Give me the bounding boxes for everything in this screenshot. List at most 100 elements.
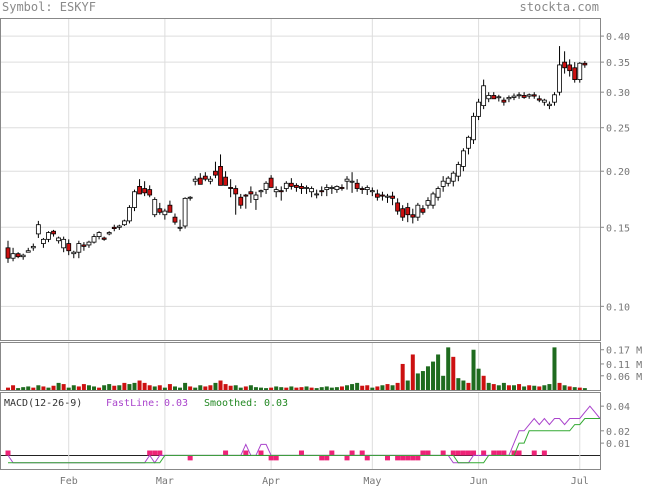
volume-bar (360, 385, 365, 390)
macd-histogram-bar (516, 450, 522, 456)
volume-bar (193, 387, 198, 390)
candle-body (223, 176, 228, 186)
candle-body (46, 232, 51, 240)
macd-histogram-bar (415, 455, 421, 461)
candle-body (147, 189, 153, 196)
volume-bar (213, 382, 218, 390)
volume-bar (294, 387, 299, 390)
macd-smooth-label: Smoothed: (204, 398, 258, 409)
candle-body (309, 188, 315, 193)
candle-body (445, 177, 451, 184)
candle-body (91, 236, 97, 243)
candle-body (121, 220, 127, 226)
candle-body (380, 194, 385, 197)
macd-histogram-bar (425, 450, 431, 456)
volume-bar (41, 386, 46, 390)
volume-bar (375, 386, 380, 390)
candle-body (278, 190, 284, 193)
candle-body (197, 177, 203, 185)
candle-body (294, 184, 299, 188)
candle-body (15, 253, 21, 258)
volume-bar (522, 386, 527, 390)
y-tick-labels: 0.40 0.35 0.30 0.25 0.20 0.15 0.10 0.17 M 0.11 M… (606, 32, 642, 450)
month-label: May (363, 476, 381, 486)
candle-body (71, 251, 77, 255)
volume-panel-frame (0, 342, 601, 391)
candle-body (430, 193, 436, 206)
volume-bar (314, 388, 319, 390)
grid-lines (1, 19, 604, 469)
volume-bar (56, 382, 61, 390)
candle-body (481, 85, 487, 107)
candle-body (61, 238, 67, 249)
volume-bar (97, 387, 102, 390)
candle-body (182, 197, 188, 227)
volume-bar (582, 388, 587, 390)
candle-body (172, 216, 178, 223)
candle-body (567, 64, 573, 72)
candle-body (425, 200, 431, 206)
candle-body (20, 254, 26, 258)
macd-histogram-bar (298, 450, 304, 456)
candle-body (263, 182, 269, 190)
volume-bar (142, 382, 147, 390)
volume-bar (112, 385, 117, 390)
candle-body (541, 99, 547, 103)
candle-body (536, 98, 542, 101)
candle-body (339, 187, 345, 189)
volume-bar (289, 386, 294, 390)
volume-bar (486, 382, 491, 390)
candle-body (142, 188, 148, 194)
volume-bar (253, 387, 258, 390)
volume-bar (6, 387, 10, 390)
candle-body (10, 253, 16, 259)
macd-histogram-bar (511, 450, 517, 456)
macd-histogram-bar (268, 455, 274, 461)
candle-body (334, 186, 340, 190)
volume-bar (61, 384, 66, 390)
macd-histogram-bar (223, 450, 229, 456)
macd-histogram-bar (410, 455, 416, 461)
macd-histogram-bar (157, 450, 163, 456)
candle-body (218, 165, 223, 186)
macd-histogram-bar (5, 450, 11, 456)
volume-bar (537, 386, 542, 390)
candle-body (283, 182, 289, 189)
volume-bar (122, 382, 127, 390)
volume-bar (309, 387, 314, 390)
volume-bar (319, 387, 324, 390)
candle-body (415, 204, 421, 218)
candle-body (329, 187, 335, 189)
volume-bar (471, 349, 476, 390)
candle-body (202, 175, 208, 180)
candle-body (248, 191, 254, 195)
candle-body (96, 232, 102, 238)
candle-body (253, 194, 259, 200)
volume-bar (198, 385, 203, 390)
macd-histogram-bar (455, 450, 461, 456)
month-labels: Feb Mar Apr May Jun Jul (60, 476, 589, 486)
candle-body (268, 177, 274, 188)
volume-bar (299, 387, 304, 390)
volume-bar (572, 387, 577, 390)
volume-bar (188, 386, 193, 390)
candle-body (435, 188, 441, 198)
volume-bar (238, 387, 243, 390)
candle-body (288, 182, 294, 187)
volume-bar (26, 386, 31, 390)
candle-body (41, 238, 46, 244)
candle-body (410, 214, 416, 218)
candle-body (51, 230, 56, 235)
macd-histogram-bar (496, 450, 502, 456)
candle-body (86, 241, 92, 246)
candle-body (81, 244, 87, 247)
volume-bar (481, 375, 486, 390)
volume-bar (517, 384, 522, 390)
candle-body (35, 224, 41, 235)
candle-body (486, 95, 492, 100)
candle-body (344, 178, 350, 182)
volume-bar (162, 387, 167, 390)
candle-body (364, 187, 370, 190)
volume-bar (11, 385, 16, 390)
